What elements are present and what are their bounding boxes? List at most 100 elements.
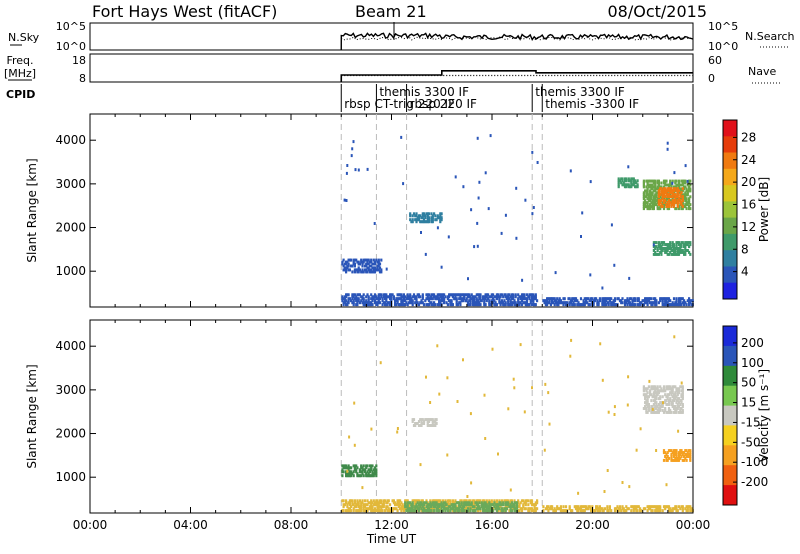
velocity-data-cell xyxy=(672,407,676,410)
noise-search-series xyxy=(341,36,691,41)
velocity-data-cell xyxy=(370,499,373,503)
power-data-cell xyxy=(358,262,361,266)
power-data-cell xyxy=(580,235,582,238)
power-data-cell xyxy=(439,303,442,307)
velocity-data-cell xyxy=(675,395,678,399)
power-data-cell xyxy=(659,297,662,301)
power-data-cell xyxy=(347,268,350,272)
velocity-colorbar-label: Velocity [m s⁻¹] xyxy=(757,369,771,462)
velocity-data-cell xyxy=(650,385,653,389)
power-data-cell xyxy=(642,195,645,199)
power-data-cell xyxy=(358,268,361,272)
velocity-data-cell xyxy=(422,507,426,511)
cpid-entry: themis 3300 IF xyxy=(379,85,469,99)
power-data-cell xyxy=(655,301,658,305)
velocity-data-cell xyxy=(434,505,437,509)
power-data-cell xyxy=(669,189,672,193)
velocity-data-cell xyxy=(385,501,388,505)
power-data-cell xyxy=(588,303,591,307)
velocity-data-cell xyxy=(654,401,657,405)
velocity-data-cell xyxy=(378,501,382,505)
power-data-cell xyxy=(421,214,424,218)
xtick-label: 04:00 xyxy=(173,518,208,532)
power-data-cell xyxy=(372,266,375,270)
power-data-cell xyxy=(498,299,501,303)
velocity-data-cell xyxy=(679,453,682,456)
power-data-cell xyxy=(683,185,686,189)
velocity-data-cell xyxy=(375,501,378,505)
velocity-data-cell xyxy=(487,505,490,509)
power-data-cell xyxy=(473,245,476,249)
power-data-cell xyxy=(515,236,518,240)
velocity-data-cell xyxy=(655,397,658,401)
velocity-data-cell xyxy=(519,501,522,505)
velocity-data-cell xyxy=(370,505,373,509)
velocity-data-cell xyxy=(434,424,437,427)
power-data-cell xyxy=(644,203,647,207)
power-data-cell xyxy=(665,250,668,254)
power-data-cell xyxy=(664,303,667,307)
power-data-cell xyxy=(634,179,637,183)
velocity-data-cell xyxy=(342,503,345,507)
power-data-cell xyxy=(623,303,627,307)
power-data-cell xyxy=(530,303,534,307)
power-data-cell xyxy=(533,295,536,299)
power-data-cell xyxy=(602,299,605,303)
power-data-cell xyxy=(683,193,686,197)
power-data-cell xyxy=(414,297,417,301)
power-data-cell xyxy=(357,299,360,303)
noise-right-tick: 10^0 xyxy=(708,40,738,53)
power-data-cell xyxy=(493,303,496,307)
velocity-data-cell xyxy=(462,358,464,362)
power-data-cell xyxy=(443,297,446,301)
velocity-data-cell xyxy=(402,505,405,509)
power-colorbar-tick-label: 4 xyxy=(741,265,749,279)
power-data-cell xyxy=(514,295,517,299)
velocity-data-cell xyxy=(504,503,507,507)
power-data-cell xyxy=(676,241,679,245)
power-data-cell xyxy=(613,303,617,307)
power-data-cell xyxy=(642,201,645,205)
velocity-data-cell xyxy=(551,507,554,511)
velocity-data-cell xyxy=(446,499,449,503)
velocity-data-cell xyxy=(657,407,660,410)
velocity-data-cell xyxy=(431,501,434,505)
power-data-cell xyxy=(646,201,649,205)
power-data-cell xyxy=(505,295,508,299)
power-data-cell xyxy=(475,299,478,303)
power-data-cell xyxy=(531,150,534,154)
power-data-cell xyxy=(562,301,565,305)
velocity-data-cell xyxy=(422,420,426,423)
power-data-cell xyxy=(626,303,629,307)
power-data-cell xyxy=(660,197,663,201)
velocity-data-cell xyxy=(654,509,657,513)
power-data-cell xyxy=(440,212,443,216)
power-data-cell xyxy=(642,299,645,303)
power-data-cell xyxy=(676,303,679,307)
power-data-cell xyxy=(529,301,532,305)
power-data-cell xyxy=(524,301,527,305)
power-data-cell xyxy=(449,301,452,305)
power-data-cell xyxy=(378,297,382,301)
velocity-data-cell xyxy=(482,501,485,505)
power-data-cell xyxy=(654,245,657,249)
power-data-cell xyxy=(439,216,442,220)
velocity-data-cell xyxy=(500,507,503,511)
velocity-data-cell xyxy=(551,505,554,509)
velocity-data-cell xyxy=(370,468,373,472)
power-data-cell xyxy=(426,218,429,222)
velocity-data-cell xyxy=(685,455,688,458)
velocity-data-cell xyxy=(492,509,495,513)
power-data-cell xyxy=(523,293,526,297)
power-data-cell xyxy=(366,260,369,264)
velocity-data-cell xyxy=(405,503,408,507)
velocity-data-cell xyxy=(397,505,400,509)
power-data-cell xyxy=(675,195,678,199)
velocity-data-cell xyxy=(465,499,468,503)
power-data-cell xyxy=(587,303,590,307)
power-data-cell xyxy=(376,297,379,301)
velocity-data-cell xyxy=(444,503,447,507)
noise-frame xyxy=(89,22,694,51)
power-data-cell xyxy=(544,301,547,305)
velocity-data-cell xyxy=(512,507,515,511)
